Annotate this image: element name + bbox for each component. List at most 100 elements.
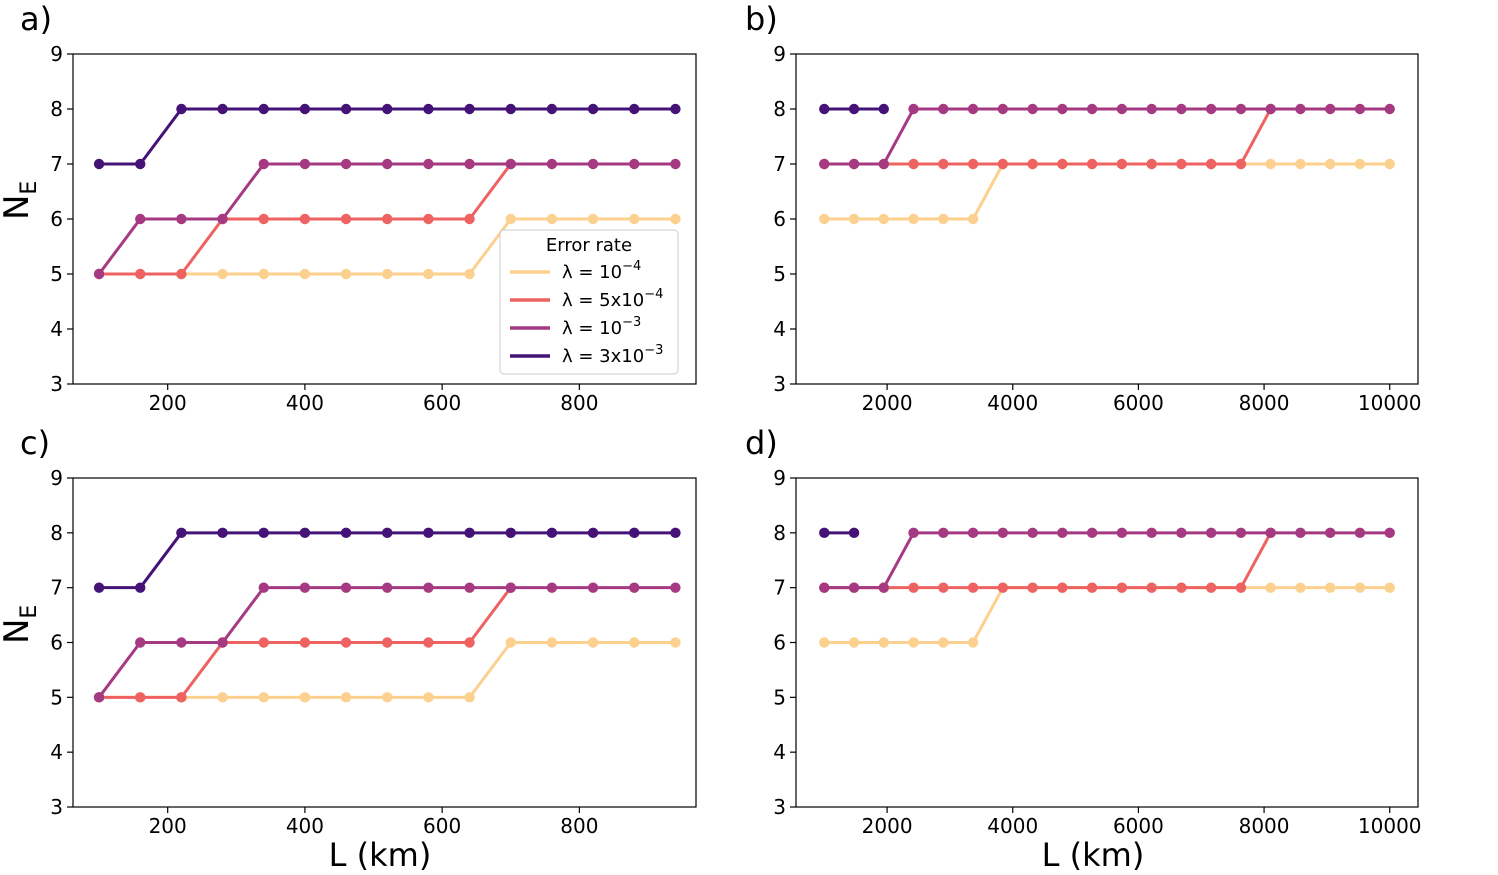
data-point <box>135 637 146 648</box>
data-point <box>629 527 640 539</box>
data-point <box>299 103 311 115</box>
data-point <box>1205 158 1217 170</box>
y-tick-label: 9 <box>50 466 63 490</box>
data-point <box>93 268 105 280</box>
data-point <box>1176 158 1187 170</box>
data-point <box>299 582 311 593</box>
data-point <box>967 103 979 115</box>
x-tick-label: 600 <box>423 391 461 415</box>
data-point <box>908 527 919 539</box>
data-point <box>423 582 434 593</box>
panel-label: c) <box>20 424 50 462</box>
x-tick-label: 8000 <box>1239 391 1290 415</box>
data-point <box>848 213 860 225</box>
data-point <box>1205 103 1217 115</box>
data-point <box>670 213 681 225</box>
data-point <box>1027 527 1038 539</box>
data-point <box>258 527 269 539</box>
data-point <box>1116 103 1128 115</box>
data-point <box>546 527 558 539</box>
y-tick-label: 6 <box>773 207 786 231</box>
data-point <box>819 582 830 593</box>
series-line-3 <box>824 107 1390 166</box>
data-point <box>258 213 269 225</box>
legend-title: Error rate <box>546 235 632 256</box>
data-point <box>464 637 475 648</box>
data-point <box>1086 103 1098 115</box>
data-point <box>1354 158 1366 170</box>
x-tick-label: 4000 <box>987 391 1038 415</box>
data-point <box>505 158 516 170</box>
data-point <box>464 692 475 703</box>
data-point <box>382 637 393 648</box>
data-point <box>1354 582 1366 593</box>
series-line-1 <box>824 162 1390 221</box>
y-tick-label: 9 <box>773 466 786 490</box>
data-point <box>1295 158 1306 170</box>
data-point <box>1325 582 1336 593</box>
data-point <box>878 103 889 115</box>
data-point <box>938 213 949 225</box>
data-point <box>819 527 830 539</box>
legend-entry-1-exp: −4 <box>622 259 641 274</box>
y-tick-label: 4 <box>773 740 786 764</box>
data-point <box>1176 527 1187 539</box>
data-point <box>967 582 979 593</box>
data-point <box>546 213 558 225</box>
y-tick-label: 5 <box>773 685 786 709</box>
x-tick-label: 10000 <box>1358 814 1422 838</box>
data-point <box>938 582 949 593</box>
data-point <box>1205 582 1217 593</box>
data-point <box>938 637 949 648</box>
data-point <box>340 103 352 115</box>
panel-2: b) 3 4 5 6 7 8 9 2000 4000 6000 8000 10000 <box>745 0 1422 415</box>
x-tick-label: 10000 <box>1358 391 1422 415</box>
data-point <box>258 268 269 280</box>
data-point <box>1205 527 1217 539</box>
data-point <box>878 213 889 225</box>
data-point <box>1235 582 1247 593</box>
y-tick-label: 6 <box>50 207 63 231</box>
data-point <box>340 692 352 703</box>
data-point <box>505 637 516 648</box>
x-tick-label: 6000 <box>1113 391 1164 415</box>
data-point <box>340 582 352 593</box>
x-axis-label-left: L (km) <box>329 836 432 874</box>
data-point <box>1265 103 1276 115</box>
y-tick-label: 3 <box>50 372 63 396</box>
data-point <box>629 213 640 225</box>
series-line-4 <box>99 531 676 590</box>
data-point <box>546 637 558 648</box>
series-line-3 <box>824 531 1390 590</box>
data-point <box>967 527 979 539</box>
y-tick-label: 8 <box>773 97 786 121</box>
data-point <box>423 213 434 225</box>
data-point <box>1384 582 1395 593</box>
data-point <box>176 213 187 225</box>
data-point <box>340 158 352 170</box>
data-point <box>464 527 475 539</box>
data-point <box>299 527 311 539</box>
data-point <box>340 527 352 539</box>
data-point <box>1235 158 1247 170</box>
data-point <box>135 692 146 703</box>
data-point <box>382 268 393 280</box>
y-axis-label-bottom-sub: E <box>17 605 42 619</box>
y-axis-label-top-sub: E <box>17 181 42 195</box>
data-point <box>1384 527 1395 539</box>
data-point <box>217 637 228 648</box>
y-tick-label: 7 <box>773 152 786 176</box>
data-point <box>670 158 681 170</box>
legend-entry-4-exp: −3 <box>644 343 663 358</box>
data-point <box>176 103 187 115</box>
data-point <box>819 637 830 648</box>
panels: a) 3 4 5 6 7 8 9 200 400 600 800 b) 3 4 5 6 7 8 9 2000 4000 60… <box>20 0 1422 838</box>
data-point <box>967 158 979 170</box>
data-point <box>382 582 393 593</box>
data-point <box>1235 103 1247 115</box>
data-point <box>505 213 516 225</box>
data-point <box>217 103 228 115</box>
y-tick-label: 3 <box>773 795 786 819</box>
data-point <box>1325 103 1336 115</box>
y-tick-label: 8 <box>773 521 786 545</box>
